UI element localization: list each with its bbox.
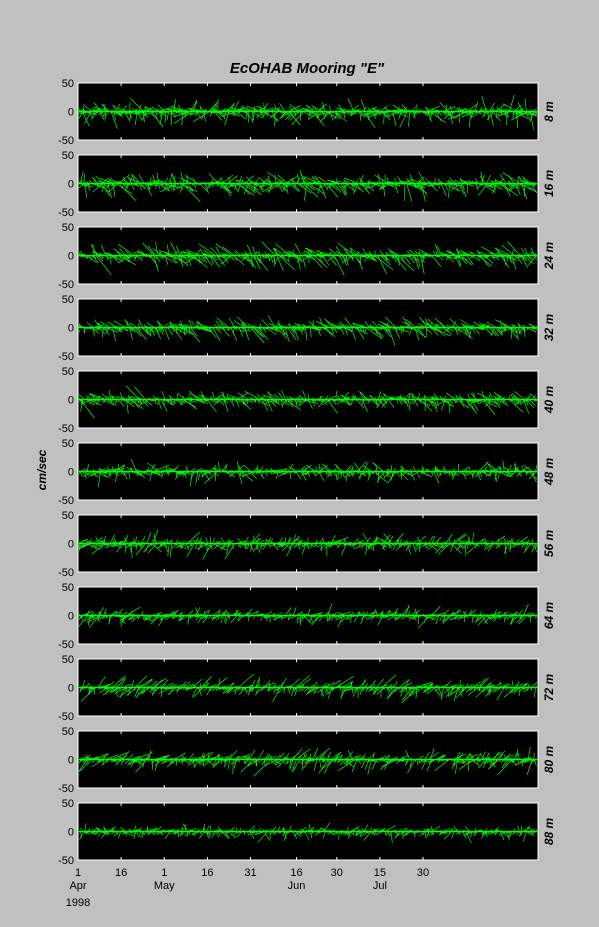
panel-64m: -50 0 50 64 m xyxy=(58,582,556,651)
x-tick-day-label: 30 xyxy=(331,867,343,879)
y-tick-label: -50 xyxy=(58,711,74,723)
panel-56m: -50 0 50 56 m xyxy=(58,510,556,579)
y-tick-label: 50 xyxy=(62,78,74,90)
depth-label: 56 m xyxy=(542,529,556,557)
x-tick-day-label: 16 xyxy=(201,867,213,879)
panel-88m: -50 0 50 88 m xyxy=(58,798,556,867)
y-tick-label: 50 xyxy=(62,294,74,306)
y-tick-label: 50 xyxy=(62,582,74,594)
x-tick-day-label: 1 xyxy=(161,867,167,879)
y-tick-label: -50 xyxy=(58,351,74,363)
depth-label: 24 m xyxy=(542,241,556,270)
y-tick-label: 0 xyxy=(68,755,74,767)
y-tick-label: -50 xyxy=(58,207,74,219)
x-tick-month-label: Jun xyxy=(288,880,306,892)
depth-label: 88 m xyxy=(542,817,556,845)
y-tick-label: 0 xyxy=(68,827,74,839)
x-tick-month-label: May xyxy=(154,880,175,892)
y-tick-label: 0 xyxy=(68,179,74,191)
y-tick-label: -50 xyxy=(58,567,74,579)
depth-label: 72 m xyxy=(542,673,556,701)
depth-label: 16 m xyxy=(542,169,556,197)
panel-24m: -50 0 50 24 m xyxy=(58,222,556,291)
y-tick-label: 0 xyxy=(68,611,74,623)
panel-32m: -50 0 50 32 m xyxy=(58,294,556,363)
depth-label: 8 m xyxy=(542,101,556,122)
y-tick-label: 50 xyxy=(62,150,74,162)
y-tick-label: -50 xyxy=(58,495,74,507)
y-tick-label: -50 xyxy=(58,135,74,147)
y-tick-label: 0 xyxy=(68,323,74,335)
y-tick-label: 50 xyxy=(62,798,74,810)
panel-72m: -50 0 50 72 m xyxy=(58,654,556,723)
y-tick-label: 0 xyxy=(68,539,74,551)
depth-label: 40 m xyxy=(542,385,556,414)
chart-title: EcOHAB Mooring "E" xyxy=(230,60,385,77)
y-tick-label: 50 xyxy=(62,222,74,234)
x-tick-month-label: Jul xyxy=(373,880,387,892)
panel-16m: -50 0 50 16 m xyxy=(58,150,556,219)
x-tick-day-label: 1 xyxy=(75,867,81,879)
depth-label: 64 m xyxy=(542,601,556,629)
y-tick-label: 0 xyxy=(68,467,74,479)
x-tick-day-label: 15 xyxy=(374,867,386,879)
panel-80m: -50 0 50 80 m xyxy=(58,726,556,795)
x-tick-day-label: 31 xyxy=(244,867,256,879)
x-tick-day-label: 16 xyxy=(290,867,302,879)
depth-label: 32 m xyxy=(542,313,556,341)
y-tick-label: -50 xyxy=(58,783,74,795)
y-tick-label: 50 xyxy=(62,726,74,738)
panel-8m: -50 0 50 8 m xyxy=(58,78,556,147)
y-tick-label: 50 xyxy=(62,510,74,522)
x-tick-year-label: 1998 xyxy=(66,897,90,909)
y-tick-label: 0 xyxy=(68,251,74,263)
y-tick-label: 50 xyxy=(62,654,74,666)
y-tick-label: -50 xyxy=(58,639,74,651)
y-axis-label: cm/sec xyxy=(35,449,49,490)
x-tick-month-label: Apr xyxy=(69,880,86,892)
y-tick-label: -50 xyxy=(58,423,74,435)
y-tick-label: 50 xyxy=(62,438,74,450)
panel-48m: -50 0 50 48 m xyxy=(58,438,556,507)
depth-label: 80 m xyxy=(542,745,556,773)
y-tick-label: 0 xyxy=(68,395,74,407)
y-tick-label: 50 xyxy=(62,366,74,378)
depth-label: 48 m xyxy=(542,457,556,486)
y-tick-label: -50 xyxy=(58,855,74,867)
y-tick-label: -50 xyxy=(58,279,74,291)
x-tick-day-label: 30 xyxy=(417,867,429,879)
y-tick-label: 0 xyxy=(68,683,74,695)
panel-40m: -50 0 50 40 m xyxy=(58,366,556,435)
x-tick-day-label: 16 xyxy=(115,867,127,879)
velocity-sticks xyxy=(79,94,537,130)
y-tick-label: 0 xyxy=(68,107,74,119)
